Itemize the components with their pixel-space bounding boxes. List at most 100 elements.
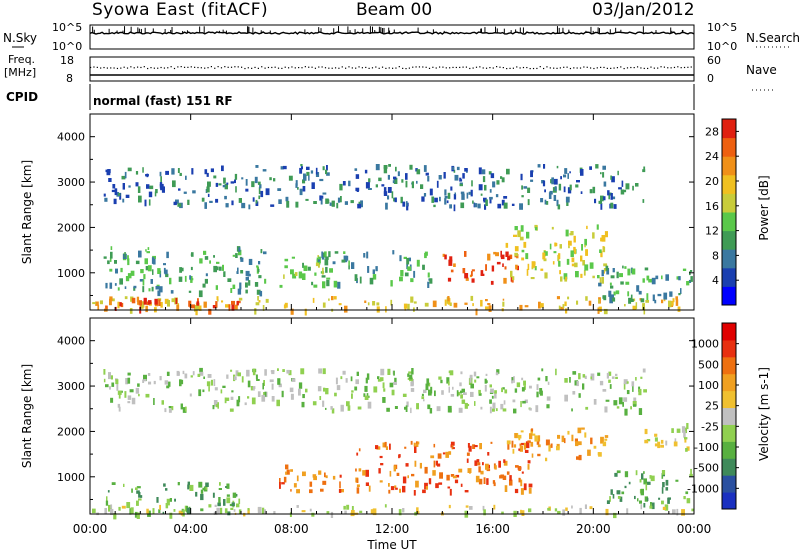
nave-dot <box>556 67 558 69</box>
echo-cell <box>370 509 374 514</box>
echo-cell <box>545 376 548 382</box>
echo-cell <box>514 433 518 438</box>
echo-cell <box>597 372 601 376</box>
echo-cell <box>662 482 665 488</box>
echo-cell <box>309 481 313 487</box>
echo-cell <box>138 195 142 203</box>
echo-cell <box>313 284 318 288</box>
echo-cell <box>178 188 181 191</box>
echo-cell <box>325 266 328 273</box>
noise-right-tick-top: 10^5 <box>707 21 737 34</box>
echo-cell <box>415 442 419 447</box>
freq-tick-bottom: 8 <box>66 72 73 85</box>
nave-dot <box>687 66 689 68</box>
y-tick-label: 1000 <box>57 267 85 280</box>
echo-cell <box>212 305 216 309</box>
echo-cell <box>570 250 574 257</box>
nave-dot <box>294 67 296 69</box>
echo-cell <box>252 197 255 202</box>
echo-cell <box>472 303 474 307</box>
echo-cell <box>560 306 564 310</box>
echo-cell <box>226 494 230 497</box>
echo-cell <box>502 387 505 390</box>
echo-cell <box>392 250 395 255</box>
echo-cell <box>563 273 568 280</box>
echo-cell <box>478 478 483 485</box>
echo-cell <box>424 251 428 256</box>
echo-cell <box>617 170 619 176</box>
nave-dot <box>536 67 538 70</box>
colorbar-tick-label: -1000 <box>687 482 719 495</box>
echo-cell <box>464 168 468 172</box>
echo-cell <box>143 297 147 305</box>
echo-cell <box>146 184 150 189</box>
echo-cell <box>571 434 574 442</box>
echo-cell <box>169 498 172 502</box>
nave-dot <box>298 66 300 69</box>
echo-cell <box>587 449 591 456</box>
echo-cell <box>284 302 288 308</box>
echo-cell <box>452 447 455 450</box>
nave-dot <box>274 66 276 68</box>
echo-cell <box>283 476 287 483</box>
echo-cell <box>136 500 139 506</box>
echo-cell <box>485 306 489 310</box>
echo-cell <box>278 199 282 204</box>
echo-cell <box>502 298 505 301</box>
echo-cell <box>170 290 174 294</box>
echo-cell <box>270 204 275 207</box>
colorbar-tick-label: -500 <box>694 462 719 475</box>
echo-cell <box>364 395 369 400</box>
echo-cell <box>343 505 346 510</box>
colorbar-segment <box>722 156 736 176</box>
echo-cell <box>215 182 219 187</box>
echo-cell <box>584 375 587 379</box>
nave-dot <box>100 67 102 69</box>
echo-cell <box>159 171 162 177</box>
echo-cell <box>564 168 568 174</box>
echo-cell <box>416 180 418 184</box>
echo-cell <box>235 186 237 193</box>
echo-cell <box>578 454 582 461</box>
noise-panel-frame <box>89 24 695 50</box>
echo-cell <box>234 179 236 184</box>
echo-cell <box>543 251 548 256</box>
echo-cell <box>198 290 203 298</box>
echo-cell <box>519 445 523 452</box>
echo-cell <box>577 441 582 446</box>
echo-cell <box>511 203 515 206</box>
nave-dot <box>157 67 159 69</box>
echo-cell <box>503 460 508 466</box>
echo-cell <box>282 369 285 372</box>
echo-cell <box>246 369 250 377</box>
echo-cell <box>624 266 627 269</box>
echo-cell <box>298 382 303 389</box>
echo-cell <box>402 485 406 493</box>
nave-dot <box>603 66 605 69</box>
echo-cell <box>368 485 371 492</box>
echo-cell <box>227 511 231 516</box>
echo-cell <box>224 184 228 190</box>
echo-cell <box>302 179 306 184</box>
echo-cell <box>565 229 569 237</box>
echo-cell <box>174 498 176 502</box>
nave-dot <box>136 66 139 68</box>
echo-cell <box>167 300 170 307</box>
echo-cell <box>564 394 568 402</box>
echo-cell <box>455 474 460 478</box>
echo-cell <box>489 399 492 404</box>
echo-cell <box>503 196 508 199</box>
nave-dot <box>469 67 471 70</box>
echo-cell <box>610 193 613 200</box>
echo-cell <box>223 177 226 184</box>
echo-cell <box>199 367 203 373</box>
echo-cell <box>247 380 251 388</box>
echo-cell <box>286 469 290 475</box>
echo-cell <box>467 443 470 448</box>
echo-cell <box>192 371 195 376</box>
nave-dot <box>475 66 478 68</box>
echo-cell <box>298 271 303 279</box>
echo-cell <box>627 291 630 297</box>
nave-dot <box>160 66 162 69</box>
echo-cell <box>161 186 165 193</box>
